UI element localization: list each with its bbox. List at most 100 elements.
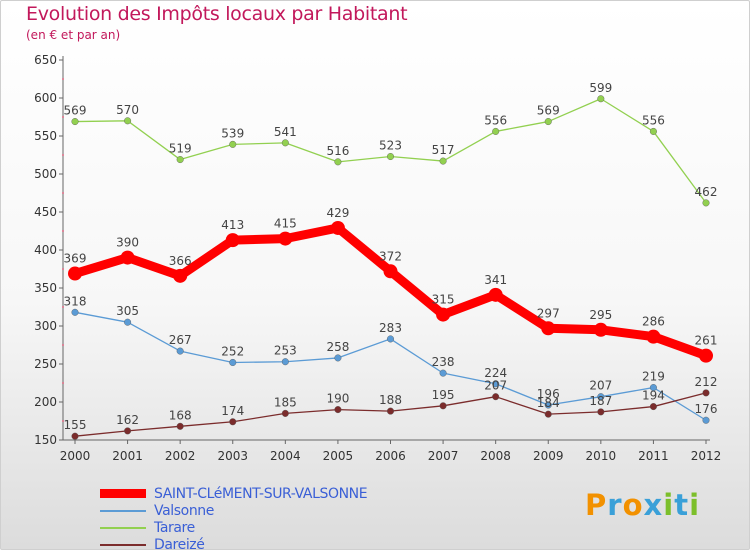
x-tick-label: 2007 — [428, 449, 459, 463]
y-tick-label: 500 — [34, 167, 57, 181]
data-label-dareize: 155 — [64, 418, 87, 432]
data-label-valsonne: 305 — [116, 304, 139, 318]
x-tick-label: 2006 — [375, 449, 406, 463]
y-tick-label: 350 — [34, 281, 57, 295]
y-minor-tick — [62, 382, 64, 384]
y-minor-tick — [62, 344, 64, 346]
data-label-dareize: 162 — [116, 413, 139, 427]
data-point-saint-clement-sur-valsonne — [68, 266, 82, 281]
data-label-dareize: 184 — [537, 396, 560, 410]
data-point-saint-clement-sur-valsonne — [330, 220, 345, 235]
data-point-dareize — [281, 409, 289, 417]
logo-letter: i — [663, 488, 675, 522]
data-label-tarare: 569 — [64, 104, 87, 118]
data-label-valsonne: 224 — [484, 366, 507, 380]
data-point-saint-clement-sur-valsonne — [699, 348, 713, 363]
data-point-saint-clement-sur-valsonne — [225, 233, 240, 248]
data-point-tarare — [176, 156, 184, 164]
data-label-valsonne: 252 — [221, 344, 244, 358]
logo-letter: P — [585, 488, 608, 522]
y-tick-label: 400 — [34, 243, 57, 257]
data-point-dareize — [387, 407, 395, 415]
y-minor-tick — [62, 230, 64, 232]
y-minor-tick — [62, 420, 64, 422]
x-tick-label: 2011 — [638, 449, 669, 463]
data-point-saint-clement-sur-valsonne — [646, 329, 661, 344]
logo-letter: r — [607, 488, 623, 522]
data-point-valsonne — [439, 369, 447, 377]
data-label-tarare: 570 — [116, 103, 139, 117]
data-label-tarare: 569 — [537, 104, 560, 118]
data-point-dareize — [229, 418, 237, 426]
data-point-tarare — [387, 153, 395, 161]
data-label-tarare: 556 — [484, 113, 507, 127]
data-label-saint-clement-sur-valsonne: 366 — [169, 254, 192, 268]
data-point-saint-clement-sur-valsonne — [488, 287, 503, 302]
data-point-tarare — [597, 95, 605, 103]
y-minor-tick — [62, 78, 64, 80]
data-label-tarare: 556 — [642, 113, 665, 127]
data-label-saint-clement-sur-valsonne: 295 — [589, 308, 612, 322]
legend-swatch — [100, 509, 146, 512]
legend-item: Dareizé — [100, 536, 367, 553]
data-label-saint-clement-sur-valsonne: 413 — [221, 218, 244, 232]
chart-subtitle: (en € et par an) — [26, 28, 121, 42]
data-label-saint-clement-sur-valsonne: 415 — [274, 217, 297, 231]
data-point-tarare — [544, 118, 552, 126]
data-label-saint-clement-sur-valsonne: 369 — [64, 252, 87, 266]
y-tick-label: 150 — [34, 433, 57, 447]
data-point-dareize — [176, 422, 184, 430]
data-point-tarare — [229, 140, 237, 148]
data-point-dareize — [597, 408, 605, 416]
data-point-dareize — [334, 406, 342, 414]
x-tick-label: 2005 — [323, 449, 354, 463]
data-point-saint-clement-sur-valsonne — [593, 322, 608, 337]
y-minor-tick — [62, 116, 64, 118]
x-tick-label: 2004 — [270, 449, 301, 463]
data-point-saint-clement-sur-valsonne — [436, 307, 451, 322]
data-point-tarare — [281, 139, 289, 147]
x-tick-label: 2008 — [480, 449, 511, 463]
data-point-valsonne — [649, 384, 657, 392]
data-point-valsonne — [492, 380, 500, 388]
data-label-saint-clement-sur-valsonne: 286 — [642, 315, 665, 329]
data-label-dareize: 188 — [379, 393, 402, 407]
data-point-dareize — [492, 393, 500, 401]
data-label-dareize: 194 — [642, 389, 665, 403]
y-minor-tick — [62, 154, 64, 156]
data-point-valsonne — [281, 358, 289, 366]
data-point-saint-clement-sur-valsonne — [120, 250, 135, 265]
data-label-tarare: 516 — [326, 144, 349, 158]
data-point-dareize — [124, 427, 132, 435]
data-label-saint-clement-sur-valsonne: 297 — [537, 306, 560, 320]
y-minor-tick — [62, 306, 64, 308]
data-label-dareize: 212 — [695, 375, 718, 389]
x-tick-label: 2002 — [165, 449, 196, 463]
data-label-dareize: 190 — [326, 392, 349, 406]
logo-letter: x — [643, 488, 664, 522]
data-point-tarare — [649, 127, 657, 135]
y-tick-label: 650 — [34, 53, 57, 67]
data-point-tarare — [492, 127, 500, 135]
legend-label: SAINT-CLéMENT-SUR-VALSONNE — [154, 485, 368, 502]
data-label-saint-clement-sur-valsonne: 261 — [695, 334, 718, 348]
legend-item: SAINT-CLéMENT-SUR-VALSONNE — [100, 485, 368, 502]
data-label-valsonne: 283 — [379, 321, 402, 335]
data-label-dareize: 195 — [432, 388, 455, 402]
y-tick-label: 200 — [34, 395, 57, 409]
logo-letter: t — [674, 488, 690, 522]
data-point-valsonne — [229, 358, 237, 366]
data-label-valsonne: 238 — [432, 355, 455, 369]
legend-swatch — [100, 489, 146, 498]
x-tick-label: 2009 — [533, 449, 564, 463]
data-point-valsonne — [334, 354, 342, 362]
data-point-valsonne — [597, 393, 605, 401]
data-label-saint-clement-sur-valsonne: 429 — [326, 206, 349, 220]
data-label-valsonne: 258 — [326, 340, 349, 354]
y-minor-tick — [62, 192, 64, 194]
data-label-dareize: 168 — [169, 408, 192, 422]
data-label-valsonne: 267 — [169, 333, 192, 347]
data-label-tarare: 541 — [274, 125, 297, 139]
data-label-tarare: 517 — [432, 143, 455, 157]
